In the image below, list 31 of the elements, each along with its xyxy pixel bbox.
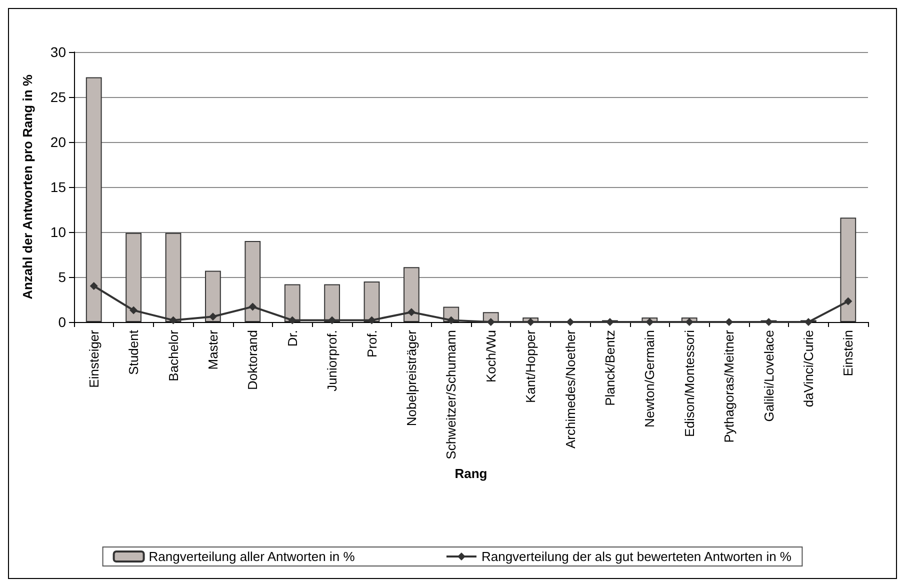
x-tick-label: Nobelpreisträger — [404, 329, 419, 426]
legend-label: Rangverteilung aller Antworten in % — [148, 549, 356, 564]
x-tick-label: Master — [205, 329, 220, 370]
x-tick-label: Juniorprof. — [324, 330, 340, 392]
y-tick-label: 15 — [50, 179, 66, 195]
x-tick-label: Galilei/Lovelace — [761, 330, 776, 422]
y-axis-title: Anzahl der Antworten pro Rang in % — [20, 74, 35, 300]
x-tick-label: Kant/Hopper — [523, 329, 538, 403]
x-axis-title: Rang — [454, 466, 488, 481]
x-tick-label: Einsteiger — [86, 329, 102, 388]
y-tick-label: 20 — [50, 134, 66, 150]
x-tick-label: Pythagoras/Meitner — [722, 329, 737, 443]
y-tick-label: 30 — [50, 44, 66, 60]
y-tick-label: 5 — [58, 269, 66, 285]
x-tick-label: Student — [126, 330, 142, 375]
x-tick-label: Dr. — [284, 330, 300, 347]
x-tick-label: Edison/Montessori — [682, 330, 697, 437]
x-tick-label: daVinci/Curie — [800, 330, 816, 408]
x-tick-label: Bachelor — [166, 329, 181, 382]
x-tick-label: Doktorand — [245, 330, 260, 390]
x-tick-label: Prof. — [364, 330, 380, 358]
x-tick-label: Newton/Germain — [642, 330, 658, 428]
x-tick-label: Koch/Wu — [483, 330, 498, 383]
legend-label: Rangverteilung der als gut bewerteten Antworten in % — [481, 549, 792, 564]
y-tick-label: 0 — [58, 314, 66, 330]
y-tick-label: 25 — [50, 89, 66, 105]
x-tick-label: Einstein — [840, 330, 856, 376]
x-tick-label: Planck/Bentz — [602, 330, 618, 406]
x-tick-label: Archimedes/Noether — [562, 329, 578, 448]
y-tick-label: 10 — [50, 224, 66, 240]
x-tick-label: Schweitzer/Schumann — [444, 330, 459, 460]
